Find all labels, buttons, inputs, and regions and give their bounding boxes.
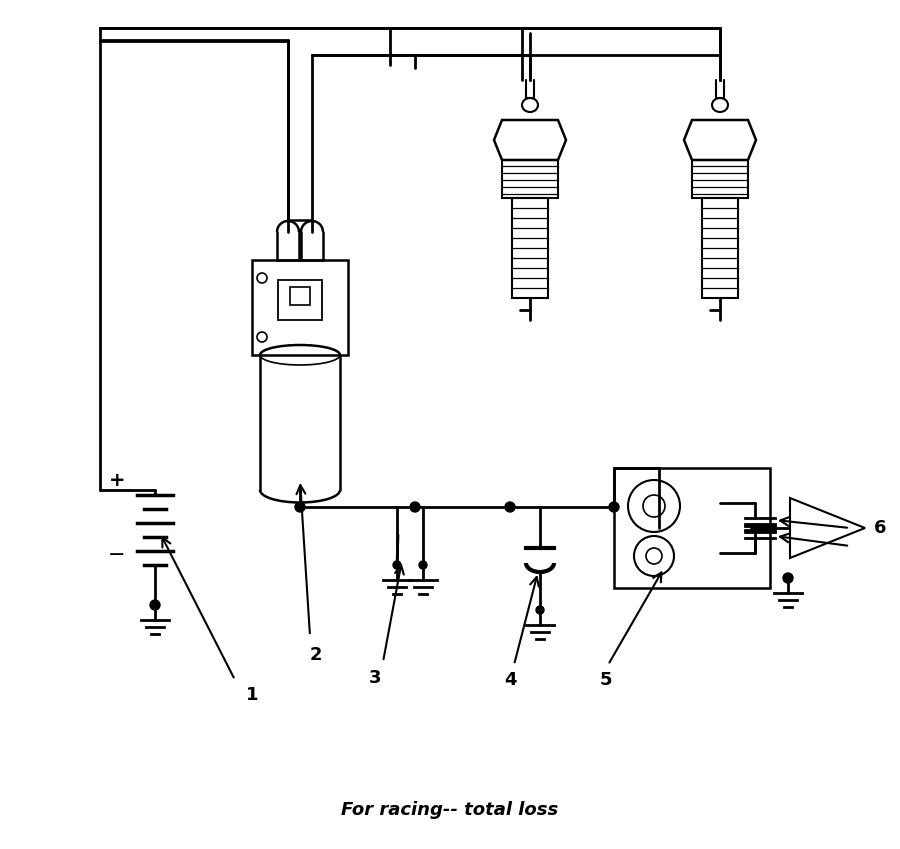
Text: 2: 2 [310, 646, 322, 664]
Circle shape [150, 600, 160, 610]
Bar [702, 198, 738, 298]
Text: −: − [108, 545, 126, 565]
Bar [692, 160, 748, 198]
Text: 5: 5 [599, 671, 612, 689]
Text: 4: 4 [504, 671, 517, 689]
Text: 6: 6 [874, 519, 886, 537]
Text: 3: 3 [369, 669, 382, 687]
Bar [614, 468, 770, 588]
Circle shape [419, 561, 427, 569]
Circle shape [410, 502, 420, 512]
Circle shape [505, 502, 515, 512]
Bar [278, 280, 322, 320]
Text: 1: 1 [246, 686, 258, 704]
Circle shape [783, 573, 793, 583]
Text: For racing-- total loss: For racing-- total loss [341, 801, 559, 819]
Circle shape [536, 606, 544, 614]
Circle shape [609, 502, 619, 512]
Circle shape [751, 524, 759, 532]
Bar [252, 260, 348, 355]
Text: +: + [109, 470, 125, 490]
Bar [502, 160, 558, 198]
Bar [512, 198, 548, 298]
Circle shape [295, 502, 305, 512]
Bar [290, 287, 310, 305]
Circle shape [393, 561, 401, 569]
